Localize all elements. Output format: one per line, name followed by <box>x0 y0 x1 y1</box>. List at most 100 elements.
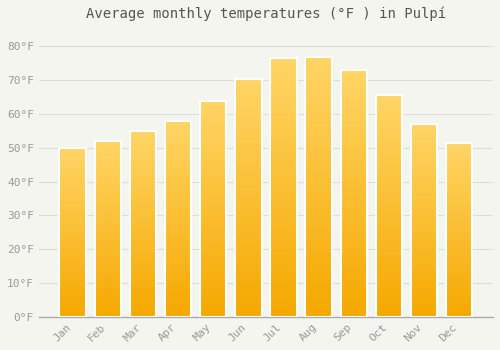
Bar <box>270 126 296 128</box>
Bar <box>130 311 156 313</box>
Bar <box>235 286 262 288</box>
Bar <box>411 134 438 136</box>
Bar <box>235 279 262 281</box>
Bar <box>270 97 296 100</box>
Bar <box>94 229 121 231</box>
Bar <box>306 64 332 67</box>
Bar <box>94 201 121 203</box>
Bar <box>165 144 191 146</box>
Bar <box>270 115 296 118</box>
Bar <box>306 182 332 184</box>
Bar <box>306 132 332 135</box>
Bar <box>94 310 121 312</box>
Bar <box>235 245 262 248</box>
Bar <box>340 144 367 147</box>
Bar <box>306 314 332 317</box>
Bar <box>306 257 332 260</box>
Bar <box>235 295 262 298</box>
Bar <box>130 239 156 240</box>
Bar <box>165 287 191 289</box>
Bar <box>270 164 296 167</box>
Bar <box>411 153 438 155</box>
Bar <box>60 261 86 263</box>
Bar <box>306 80 332 83</box>
Bar <box>94 294 121 296</box>
Bar <box>411 282 438 284</box>
Bar <box>235 181 262 183</box>
Bar <box>200 300 226 302</box>
Bar <box>94 271 121 273</box>
Bar <box>376 204 402 206</box>
Bar <box>376 284 402 286</box>
Bar <box>60 148 86 149</box>
Bar <box>411 209 438 211</box>
Bar <box>200 226 226 228</box>
Bar <box>130 207 156 209</box>
Bar <box>411 222 438 224</box>
Bar <box>270 136 296 138</box>
Bar <box>446 279 472 280</box>
Bar <box>411 244 438 246</box>
Bar <box>165 121 191 123</box>
Bar <box>60 188 86 190</box>
Bar <box>94 301 121 303</box>
Bar <box>376 160 402 162</box>
Bar <box>94 173 121 174</box>
Bar <box>446 263 472 265</box>
Bar <box>340 228 367 230</box>
Bar <box>306 270 332 273</box>
Bar <box>306 161 332 163</box>
Bar <box>340 97 367 100</box>
Bar <box>411 234 438 236</box>
Bar <box>446 216 472 218</box>
Bar <box>340 83 367 85</box>
Bar <box>376 237 402 239</box>
Bar <box>340 119 367 122</box>
Bar <box>376 158 402 160</box>
Bar <box>130 172 156 174</box>
Bar <box>411 176 438 178</box>
Bar <box>94 253 121 255</box>
Bar <box>376 177 402 180</box>
Bar <box>270 273 296 275</box>
Bar <box>165 136 191 139</box>
Bar <box>340 297 367 300</box>
Bar <box>94 304 121 306</box>
Bar <box>94 278 121 280</box>
Bar <box>340 277 367 280</box>
Bar <box>235 157 262 160</box>
Bar <box>306 306 332 309</box>
Bar <box>340 248 367 250</box>
Bar <box>340 292 367 295</box>
Bar <box>340 70 367 72</box>
Bar <box>235 188 262 190</box>
Bar <box>270 162 296 164</box>
Bar <box>130 289 156 291</box>
Bar <box>446 150 472 152</box>
Bar <box>60 232 86 234</box>
Bar <box>446 240 472 242</box>
Bar <box>340 230 367 233</box>
Bar <box>411 203 438 205</box>
Bar <box>200 250 226 252</box>
Bar <box>130 240 156 243</box>
Bar <box>376 193 402 195</box>
Bar <box>235 264 262 267</box>
Bar <box>446 275 472 277</box>
Bar <box>376 293 402 295</box>
Bar <box>411 145 438 147</box>
Bar <box>446 238 472 240</box>
Bar <box>94 141 121 317</box>
Bar <box>130 313 156 315</box>
Bar <box>270 110 296 113</box>
Bar <box>94 224 121 225</box>
Bar <box>446 289 472 291</box>
Bar <box>94 197 121 199</box>
Bar <box>200 116 226 118</box>
Bar <box>376 222 402 224</box>
Bar <box>130 136 156 138</box>
Bar <box>270 144 296 146</box>
Bar <box>165 281 191 284</box>
Bar <box>411 190 438 191</box>
Bar <box>60 187 86 188</box>
